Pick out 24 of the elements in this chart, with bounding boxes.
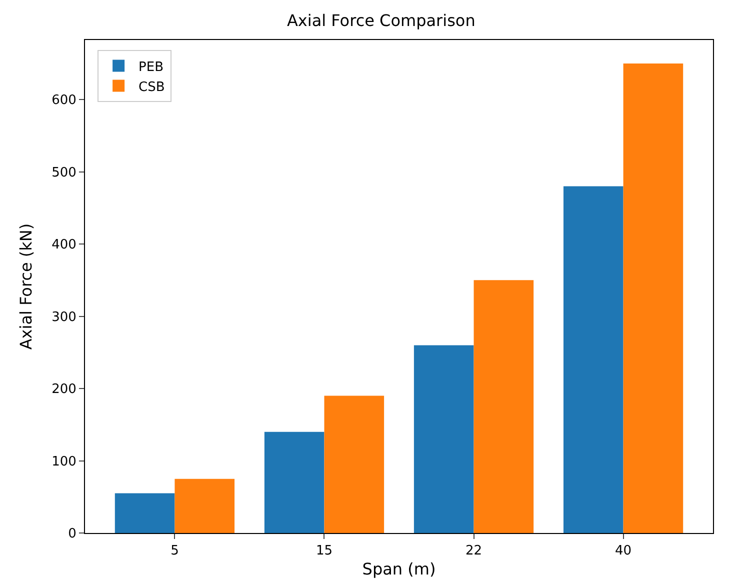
x-tick-label: 40: [615, 544, 632, 559]
y-tick-label: 500: [52, 165, 76, 180]
bar: [414, 345, 474, 533]
bar: [264, 432, 324, 533]
y-tick-label: 400: [52, 238, 76, 253]
x-tick-label: 22: [465, 544, 482, 559]
y-tick-label: 200: [52, 382, 76, 398]
x-tick-label: 15: [316, 544, 333, 559]
bar: [174, 478, 235, 533]
y-tick-label: 0: [68, 526, 76, 542]
legend-label: PEB: [138, 60, 164, 75]
bar: [114, 493, 175, 533]
bar: [474, 280, 534, 533]
chart-title: Axial Force Comparison: [286, 10, 476, 30]
bar: [623, 63, 684, 533]
y-axis-title: Axial Force (kN): [16, 223, 36, 350]
y-tick-label: 600: [52, 93, 76, 108]
x-tick-label: 5: [170, 544, 179, 559]
y-tick-label: 300: [52, 310, 76, 325]
legend-label: CSB: [138, 80, 165, 95]
y-tick-label: 100: [52, 454, 76, 470]
bar: [324, 396, 384, 533]
x-axis-title: Span (m): [362, 559, 436, 578]
bar: [563, 186, 624, 533]
